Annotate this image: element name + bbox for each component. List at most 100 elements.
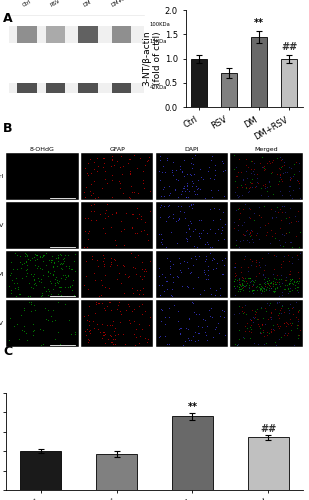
Point [85, 338, 90, 345]
Point [179, 190, 184, 198]
Point [280, 162, 285, 170]
Point [132, 318, 137, 326]
Point [248, 316, 253, 324]
Point [236, 215, 241, 223]
Point [169, 168, 174, 176]
Point [87, 321, 92, 329]
Point [291, 170, 296, 178]
Point [99, 299, 104, 307]
Point [276, 322, 281, 330]
Point [295, 177, 300, 185]
Point [268, 160, 273, 168]
Point [213, 162, 218, 170]
Point [256, 314, 260, 322]
Point [159, 238, 163, 246]
Point [274, 271, 279, 279]
Point [234, 341, 239, 349]
Point [292, 340, 297, 348]
Point [232, 340, 237, 348]
Point [250, 286, 255, 294]
Point [193, 190, 197, 198]
Point [70, 264, 74, 272]
Point [285, 331, 290, 339]
Point [282, 202, 287, 210]
Point [98, 328, 103, 336]
Point [236, 243, 241, 251]
Point [235, 286, 240, 294]
Point [37, 253, 42, 261]
Point [271, 270, 276, 278]
Point [87, 328, 92, 336]
Point [179, 188, 184, 196]
Point [168, 228, 173, 236]
Point [127, 193, 132, 201]
Point [197, 185, 202, 193]
Point [180, 168, 184, 176]
Point [125, 273, 130, 281]
Point [59, 260, 64, 268]
Point [140, 290, 145, 298]
Point [234, 320, 239, 328]
Point [109, 176, 114, 184]
Point [280, 242, 285, 250]
Point [201, 226, 206, 234]
Point [248, 184, 253, 192]
Point [191, 332, 196, 340]
Text: B: B [3, 122, 13, 136]
Point [279, 230, 284, 238]
Point [178, 324, 183, 332]
Point [58, 251, 63, 259]
Point [251, 286, 256, 294]
Point [140, 179, 145, 187]
Point [90, 189, 95, 197]
Point [115, 305, 120, 313]
Point [29, 254, 34, 262]
Point [250, 313, 255, 321]
Point [23, 258, 28, 266]
Point [32, 270, 37, 278]
Point [254, 282, 259, 290]
Point [22, 252, 27, 260]
Point [103, 340, 108, 347]
Point [259, 286, 264, 294]
Point [177, 260, 182, 268]
Point [213, 326, 218, 334]
Point [259, 284, 264, 292]
Point [238, 263, 243, 271]
Point [48, 290, 53, 298]
Point [253, 182, 258, 190]
Point [216, 318, 221, 326]
Point [236, 222, 241, 230]
Point [126, 300, 131, 308]
Point [144, 267, 149, 275]
Point [161, 192, 166, 200]
Point [195, 190, 200, 198]
Text: 100KDa: 100KDa [150, 22, 171, 27]
Point [275, 310, 280, 318]
Point [254, 262, 259, 270]
Point [251, 289, 256, 297]
Bar [95, 454, 138, 490]
Point [252, 340, 257, 347]
Point [249, 316, 254, 324]
Point [265, 277, 269, 285]
Point [170, 286, 175, 294]
Point [41, 250, 46, 258]
Point [222, 220, 227, 228]
Point [287, 309, 292, 317]
FancyBboxPatch shape [17, 83, 37, 92]
Point [220, 157, 225, 165]
Point [197, 166, 202, 173]
Point [277, 306, 282, 314]
Point [172, 185, 177, 193]
Point [130, 224, 135, 232]
Point [295, 315, 300, 323]
Point [103, 330, 108, 338]
Point [297, 331, 302, 339]
Point [234, 172, 239, 180]
Point [295, 283, 300, 291]
Point [90, 254, 95, 262]
Point [158, 230, 163, 238]
Point [248, 261, 253, 269]
Point [209, 152, 214, 160]
